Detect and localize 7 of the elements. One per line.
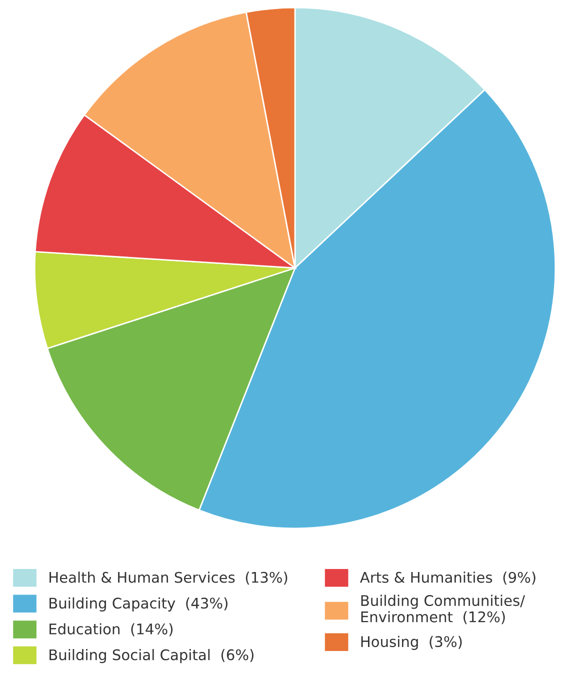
legend-label: Building Capacity (43%) <box>50 597 228 612</box>
legend-label: Housing (3%) <box>361 636 462 650</box>
legend-label: Health & Human Services (13%) <box>50 572 288 585</box>
legend-label: Arts & Humanities (9%) <box>360 572 536 585</box>
legend-label: Building Communities/ Environment (12%) <box>361 594 526 624</box>
legend-label: Building Social Capital (6%) <box>50 649 254 664</box>
legend-label: Education (14%) <box>50 623 173 636</box>
